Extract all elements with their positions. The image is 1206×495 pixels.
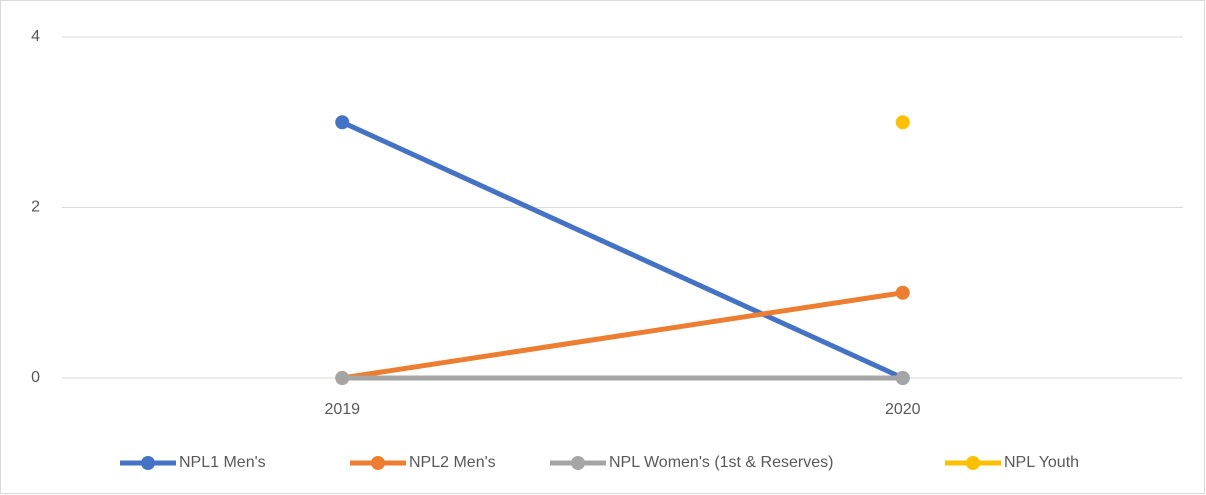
series-line bbox=[339, 119, 906, 381]
series-marker bbox=[895, 371, 910, 385]
y-tick-label: 0 bbox=[31, 369, 40, 386]
x-tick-label: 2019 bbox=[324, 401, 360, 418]
y-tick-label: 4 bbox=[31, 28, 40, 45]
series-marker bbox=[895, 285, 910, 300]
series-marker bbox=[335, 371, 350, 385]
legend-marker bbox=[141, 456, 155, 470]
series-line bbox=[339, 290, 906, 381]
x-tick-label: 2020 bbox=[885, 401, 921, 418]
legend-marker bbox=[966, 456, 980, 470]
legend-label: NPL2 Men's bbox=[409, 454, 496, 471]
legend-marker bbox=[371, 456, 385, 470]
legend-label: NPL Women's (1st & Reserves) bbox=[609, 454, 833, 471]
series-marker bbox=[895, 115, 910, 130]
series-marker bbox=[335, 115, 350, 130]
y-tick-label: 2 bbox=[31, 199, 40, 216]
legend-marker bbox=[571, 456, 585, 470]
legend-label: NPL1 Men's bbox=[179, 454, 266, 471]
legend-label: NPL Youth bbox=[1004, 454, 1079, 471]
